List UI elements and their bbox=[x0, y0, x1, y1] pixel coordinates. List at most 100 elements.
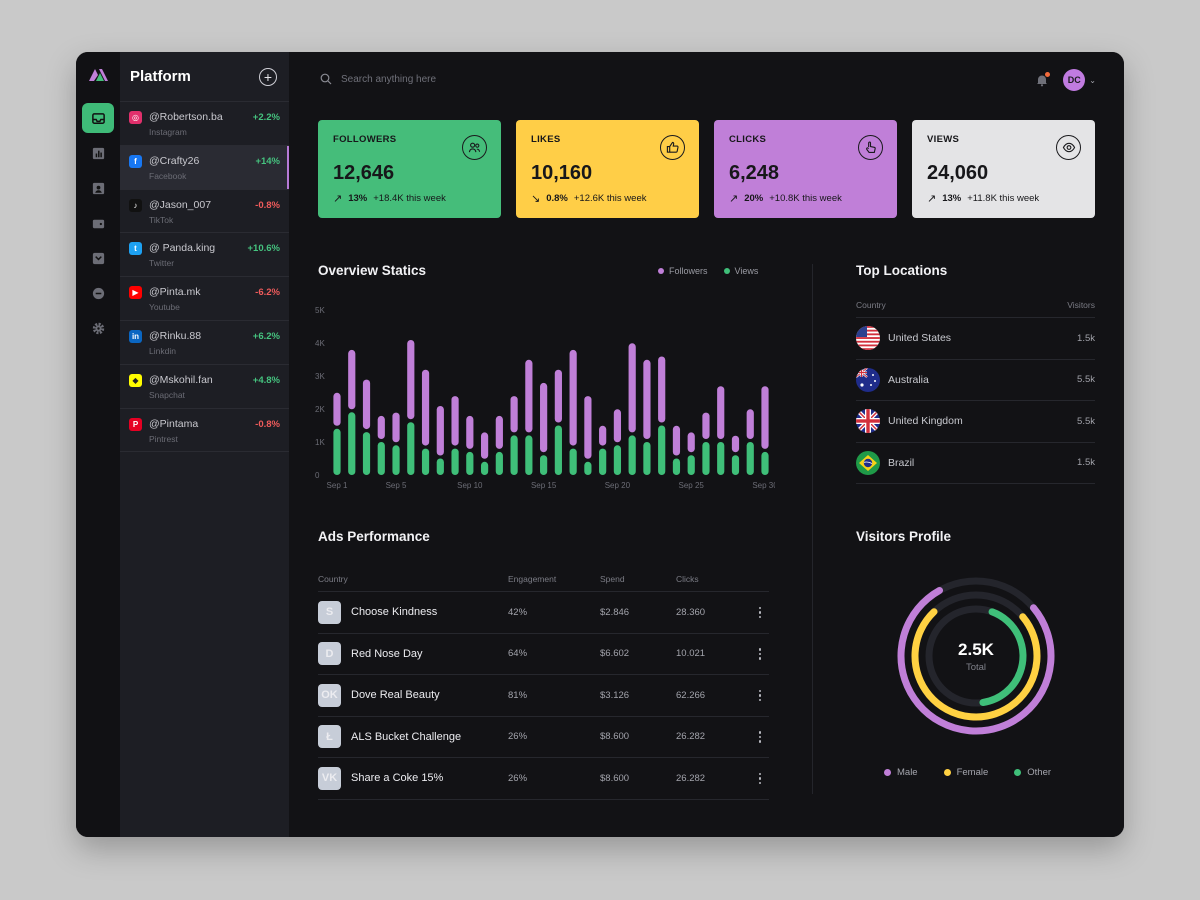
nav-analytics[interactable] bbox=[82, 138, 114, 168]
location-row[interactable]: Brazil 1.5k bbox=[856, 443, 1095, 484]
ads-row[interactable]: VK Share a Coke 15% 26% $8.600 26.282 bbox=[318, 758, 769, 800]
legend-dot bbox=[884, 769, 891, 776]
us-flag-icon bbox=[856, 326, 880, 351]
location-row[interactable]: United Kingdom 5.5k bbox=[856, 401, 1095, 443]
stat-label: FOLLOWERS bbox=[333, 134, 397, 145]
location-row[interactable]: United States 1.5k bbox=[856, 318, 1095, 360]
stat-label: CLICKS bbox=[729, 134, 767, 145]
ads-row[interactable]: D Red Nose Day 64% $6.602 10.021 bbox=[318, 634, 769, 675]
account-item[interactable]: ♪ @Jason_007 TikTok -0.8% bbox=[120, 190, 289, 234]
account-item[interactable]: ◎ @Robertson.ba Instagram +2.2% bbox=[120, 102, 289, 146]
stat-card-followers[interactable]: FOLLOWERS 12,646 ↗ 13% +18.4K this week bbox=[318, 120, 501, 218]
account-change: +14% bbox=[255, 155, 280, 167]
vk-logo-icon: VK bbox=[318, 766, 341, 790]
bar-followers bbox=[613, 409, 622, 443]
account-item[interactable]: ◆ @Mskohil.fan Snapchat +4.8% bbox=[120, 365, 289, 409]
stat-card-views[interactable]: VIEWS 24,060 ↗ 13% +11.8K this week bbox=[912, 120, 1095, 218]
au-flag-icon bbox=[856, 367, 880, 392]
nav-inbox[interactable] bbox=[82, 103, 114, 133]
account-item[interactable]: ▶ @Pinta.mk Youtube -6.2% bbox=[120, 277, 289, 321]
nav-contacts[interactable] bbox=[82, 173, 114, 203]
x-tick-label: Sep 25 bbox=[679, 481, 705, 490]
bar-followers bbox=[687, 432, 695, 453]
nav-archive[interactable] bbox=[82, 243, 114, 273]
column-header: Clicks bbox=[676, 574, 699, 584]
plus-icon: + bbox=[263, 68, 273, 85]
bar-followers bbox=[658, 356, 666, 423]
ad-clicks: 28.360 bbox=[676, 606, 706, 618]
row-menu-button[interactable] bbox=[751, 606, 769, 618]
ads-title: Ads Performance bbox=[318, 529, 430, 544]
stat-card-clicks[interactable]: CLICKS 6,248 ↗ 20% +10.8K this week bbox=[714, 120, 897, 218]
ad-campaign: OK Dove Real Beauty bbox=[318, 683, 508, 707]
app-window: Platform + ◎ @Robertson.ba Instagram +2.2% f… bbox=[76, 52, 1124, 837]
search-bar[interactable]: Search anything here bbox=[320, 73, 436, 85]
x-tick-label: Sep 10 bbox=[457, 481, 483, 490]
stat-card-likes[interactable]: LIKES 10,160 ↘ 0.8% +12.6K this week bbox=[516, 120, 699, 218]
visitor-count: 1.5k bbox=[1077, 332, 1095, 344]
ads-row[interactable]: Ł ALS Bucket Challenge 26% $8.600 26.282 bbox=[318, 717, 769, 758]
bar-followers bbox=[569, 349, 577, 446]
bar-followers bbox=[466, 415, 474, 449]
nav-wallet[interactable] bbox=[82, 208, 114, 238]
stat-value: 24,060 bbox=[927, 162, 989, 184]
bar-views bbox=[672, 458, 681, 475]
account-change: +6.2% bbox=[252, 330, 280, 342]
row-menu-button[interactable] bbox=[751, 731, 769, 743]
stat-delta: +18.4K this week bbox=[373, 193, 446, 204]
account-item[interactable]: t @ Panda.king Twitter +10.6% bbox=[120, 233, 289, 278]
thumbs-up-icon[interactable] bbox=[660, 135, 685, 160]
ads-row[interactable]: S Choose Kindness 42% $2.846 28.360 bbox=[318, 592, 769, 634]
visitor-count: 5.5k bbox=[1077, 415, 1095, 427]
archive-icon bbox=[92, 252, 104, 264]
account-item[interactable]: P @Pintama Pintrest -0.8% bbox=[120, 409, 289, 453]
row-menu-button[interactable] bbox=[751, 772, 769, 784]
ad-clicks: 26.282 bbox=[676, 772, 706, 784]
legend-views: Views bbox=[723, 266, 758, 276]
bar-views bbox=[554, 425, 562, 475]
search-input[interactable]: Search anything here bbox=[341, 73, 437, 85]
account-item[interactable]: in @Rinku.88 Linkdin +6.2% bbox=[120, 321, 289, 365]
column-header: Visitors bbox=[1067, 300, 1095, 310]
logo-icon[interactable] bbox=[87, 65, 109, 83]
account-item[interactable]: f @Crafty26 Facebook +14% bbox=[120, 145, 289, 190]
row-menu-button[interactable] bbox=[751, 648, 769, 660]
account-handle: @Crafty26 bbox=[149, 154, 200, 167]
skype-logo-icon: S bbox=[318, 600, 341, 624]
ad-engagement: 26% bbox=[508, 772, 528, 784]
avatar[interactable]: DC bbox=[1063, 69, 1086, 91]
add-platform-button[interactable]: + bbox=[259, 67, 277, 86]
visitor-count: 5.5k bbox=[1077, 374, 1095, 386]
ad-spend: $8.600 bbox=[600, 731, 630, 743]
bar-followers bbox=[333, 392, 341, 426]
country-name: Brazil bbox=[888, 456, 915, 469]
row-menu-button[interactable] bbox=[751, 689, 769, 701]
account-change: -6.2% bbox=[255, 287, 280, 299]
account-list: ◎ @Robertson.ba Instagram +2.2% f @Crafty26 Fa… bbox=[120, 102, 289, 453]
overview-chart: 0 1K 2K 3K 4K 5K Sep 1 Sep 5 Sep 10 Sep 15 Sep 20 S… bbox=[315, 307, 775, 490]
stat-value: 10,160 bbox=[531, 162, 593, 184]
chevron-down-icon[interactable]: ⌄ bbox=[1089, 75, 1096, 85]
y-tick-label: 4K bbox=[315, 339, 325, 348]
nav-settings[interactable] bbox=[82, 313, 114, 343]
users-icon[interactable] bbox=[462, 135, 487, 160]
notification-dot bbox=[1045, 72, 1051, 77]
ad-clicks: 26.282 bbox=[676, 731, 706, 743]
nav-messages[interactable] bbox=[82, 278, 114, 308]
location-row[interactable]: Australia 5.5k bbox=[856, 360, 1095, 401]
ads-row[interactable]: OK Dove Real Beauty 81% $3.126 62.266 bbox=[318, 675, 769, 717]
pointer-icon[interactable] bbox=[858, 135, 883, 160]
bar-followers bbox=[584, 396, 592, 459]
stat-delta: +11.8K this week bbox=[967, 193, 1040, 204]
bar-followers bbox=[348, 349, 356, 410]
ad-campaign: D Red Nose Day bbox=[318, 642, 508, 666]
account-network: Linkdin bbox=[149, 345, 176, 356]
eye-icon[interactable] bbox=[1056, 135, 1081, 160]
header-actions: DC ⌄ bbox=[1035, 69, 1096, 91]
table-header: Country Engagement Spend Clicks bbox=[318, 574, 769, 592]
notifications-button[interactable] bbox=[1035, 72, 1051, 87]
bar-views bbox=[451, 448, 459, 475]
litecoin-logo-icon: Ł bbox=[318, 725, 341, 749]
account-network: Twitter bbox=[149, 258, 175, 269]
twitter-icon: t bbox=[129, 242, 142, 256]
